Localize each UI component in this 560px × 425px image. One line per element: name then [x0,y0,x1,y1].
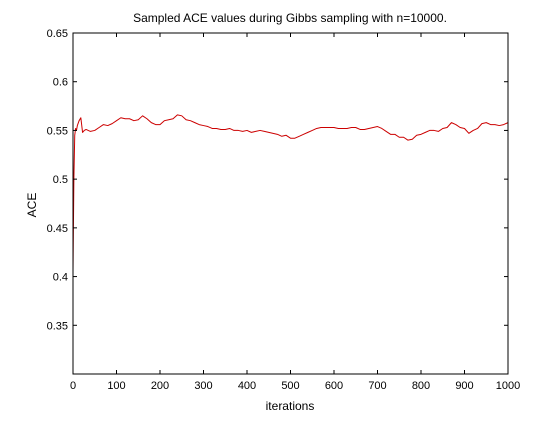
y-tick-label: 0.45 [47,223,68,235]
x-tick-label: 500 [281,380,299,392]
series-layer [72,114,509,272]
y-tick-label: 0.5 [53,174,68,186]
chart-title: Sampled ACE values during Gibbs sampling… [133,11,447,25]
y-tick-label: 0.65 [47,28,68,40]
y-tick-label: 0.55 [47,125,68,137]
y-axis-label: ACE [25,193,39,218]
y-tick-label: 0.6 [53,77,68,89]
x-tick-label: 100 [107,380,125,392]
series-line-0 [72,114,509,272]
x-tick-label: 800 [412,380,430,392]
y-tick-label: 0.4 [53,272,68,284]
x-axis-label: iterations [266,399,315,413]
x-tick-label: 900 [455,380,473,392]
x-tick-label: 700 [368,380,386,392]
y-axis-ticks: 0.35 0.4 0.45 0.5 0.55 0.6 0.65 [47,28,508,332]
x-tick-label: 400 [238,380,256,392]
x-tick-label: 1000 [496,380,520,392]
x-tick-label: 300 [194,380,212,392]
x-tick-label: 600 [325,380,343,392]
y-tick-label: 0.35 [47,320,68,332]
x-tick-label: 200 [151,380,169,392]
x-tick-label: 0 [70,380,76,392]
x-axis-ticks: 0 100 200 300 400 500 600 700 800 900 1000 [70,33,520,392]
plot-area [73,33,508,374]
